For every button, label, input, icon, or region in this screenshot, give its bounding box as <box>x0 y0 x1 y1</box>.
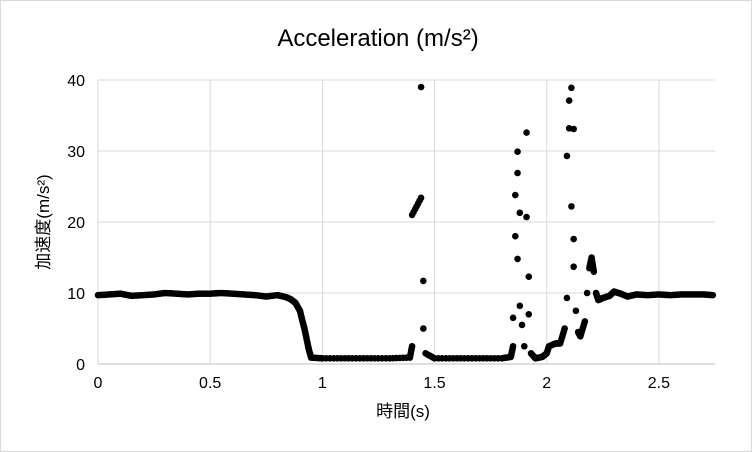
data-point <box>525 311 533 318</box>
data-point <box>523 213 530 221</box>
x-axis-label: 時間(s) <box>376 402 430 421</box>
y-axis-ticks: 0 10 20 30 40 <box>67 73 85 374</box>
y-tick-label: 30 <box>67 144 85 161</box>
x-tick-label: 1 <box>318 375 327 392</box>
data-point <box>420 325 427 332</box>
chart-title: Acceleration (m/s²) <box>277 25 478 52</box>
data-point <box>518 321 526 329</box>
data-point <box>514 255 521 263</box>
data-point <box>520 342 528 350</box>
x-tick-label: 2.5 <box>648 375 670 392</box>
data-point <box>570 235 577 243</box>
data-point <box>572 307 580 315</box>
y-axis-label: 加速度(m/s²) <box>34 174 53 269</box>
x-axis-ticks: 0 0.5 1 1.5 2 2.5 <box>94 375 671 392</box>
data-point <box>583 289 591 297</box>
data-point <box>570 263 577 271</box>
data-points <box>94 83 717 362</box>
data-point <box>420 277 427 285</box>
data-point <box>417 194 425 202</box>
x-tick-label: 0.5 <box>199 375 221 392</box>
data-point <box>525 273 533 280</box>
data-point <box>568 203 575 210</box>
data-point <box>570 125 577 133</box>
y-tick-label: 10 <box>67 286 85 303</box>
data-point <box>563 152 571 160</box>
data-point <box>408 342 416 350</box>
x-tick-label: 0 <box>94 375 103 392</box>
data-point <box>514 148 521 156</box>
data-point <box>561 325 568 332</box>
data-point <box>565 97 573 104</box>
data-point <box>568 84 575 92</box>
data-point <box>523 129 530 136</box>
y-tick-label: 40 <box>67 73 85 90</box>
data-point <box>509 342 517 350</box>
y-tick-label: 20 <box>67 215 85 232</box>
data-point <box>512 232 519 240</box>
data-point <box>509 314 517 322</box>
data-point <box>563 294 571 302</box>
data-point <box>590 268 598 276</box>
y-tick-label: 0 <box>76 357 85 374</box>
data-point <box>709 291 717 299</box>
x-tick-label: 2 <box>542 375 551 392</box>
gridlines <box>97 79 715 365</box>
x-tick-label: 1.5 <box>423 375 445 392</box>
data-point <box>514 169 521 177</box>
data-point <box>512 191 519 199</box>
data-point <box>581 318 589 325</box>
data-point <box>417 83 425 91</box>
data-point <box>516 302 524 310</box>
data-point <box>516 209 524 217</box>
